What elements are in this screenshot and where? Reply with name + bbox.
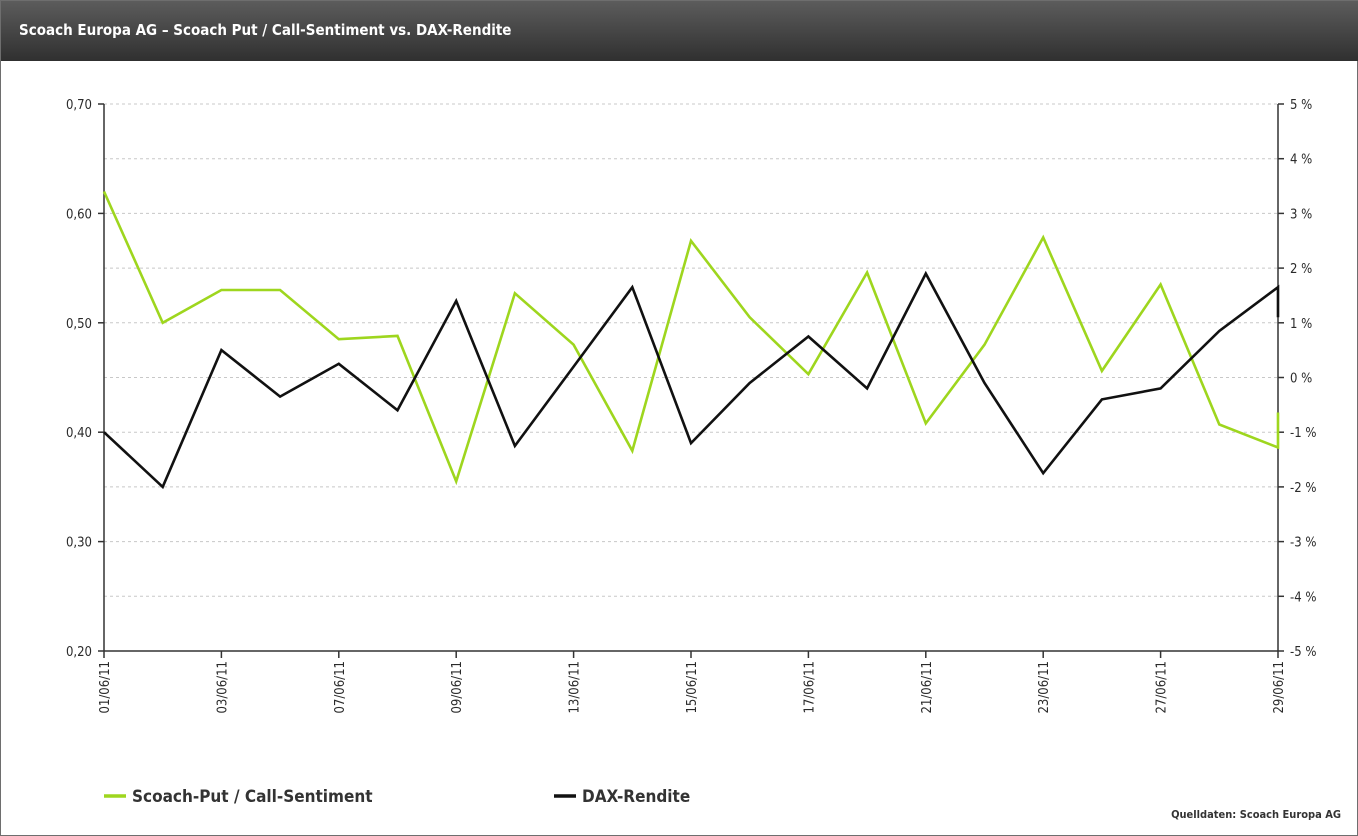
x-tick-label: 29/06/11 xyxy=(1272,661,1287,714)
x-tick-label: 01/06/11 xyxy=(98,661,113,714)
y-left-tick-label: 0,30 xyxy=(66,536,92,551)
y-right-tick-label: -4 % xyxy=(1290,590,1317,605)
x-tick-label: 13/06/11 xyxy=(568,661,583,714)
chart-title: Scoach Europa AG – Scoach Put / Call-Sen… xyxy=(19,21,512,39)
x-tick-label: 27/06/11 xyxy=(1155,661,1170,714)
x-tick-label: 23/06/11 xyxy=(1037,661,1052,714)
legend: Scoach-Put / Call-Sentiment DAX-Rendite xyxy=(104,787,690,807)
legend-label-sentiment: Scoach-Put / Call-Sentiment xyxy=(132,787,373,807)
y-right-tick-label: 1 % xyxy=(1290,317,1312,332)
y-left-tick-label: 0,40 xyxy=(66,426,92,441)
y-left-tick-label: 0,20 xyxy=(66,645,92,660)
dax-series-line xyxy=(103,270,1280,490)
y-right-tick-label: -2 % xyxy=(1290,481,1317,496)
axes: 0,20 0,30 0,40 0,50 0,60 0,70 -5 % -4 % -3 % -2 %… xyxy=(66,98,1317,714)
series-lines xyxy=(102,190,1280,490)
y-right-tick-label: 2 % xyxy=(1290,262,1312,277)
y-right-tick-label: 5 % xyxy=(1290,98,1312,113)
legend-label-dax: DAX-Rendite xyxy=(582,787,690,807)
source-note: Quelldaten: Scoach Europa AG xyxy=(1171,808,1341,821)
x-tick-label: 03/06/11 xyxy=(215,661,230,714)
y-left-tick-label: 0,60 xyxy=(66,207,92,222)
y-right-tick-label: 3 % xyxy=(1290,207,1312,222)
sentiment-series-line xyxy=(102,190,1280,486)
y-left-tick-label: 0,50 xyxy=(66,317,92,332)
x-tick-label: 21/06/11 xyxy=(920,661,935,714)
x-tick-label: 07/06/11 xyxy=(333,661,348,714)
y-right-tick-label: -5 % xyxy=(1290,645,1317,660)
y-left-tick-label: 0,70 xyxy=(66,98,92,113)
y-right-tick-label: 0 % xyxy=(1290,372,1312,387)
y-right-tick-label: -3 % xyxy=(1290,536,1317,551)
x-tick-label: 15/06/11 xyxy=(685,661,700,714)
grid-lines xyxy=(104,103,1278,597)
y-right-tick-label: -1 % xyxy=(1290,426,1317,441)
title-bar: Scoach Europa AG – Scoach Put / Call-Sen… xyxy=(1,1,1358,61)
x-tick-label: 09/06/11 xyxy=(450,661,465,714)
chart-canvas: 0,20 0,30 0,40 0,50 0,60 0,70 -5 % -4 % -3 % -2 %… xyxy=(66,98,1341,821)
x-tick-label: 17/06/11 xyxy=(802,661,817,714)
y-right-tick-label: 4 % xyxy=(1290,153,1312,168)
